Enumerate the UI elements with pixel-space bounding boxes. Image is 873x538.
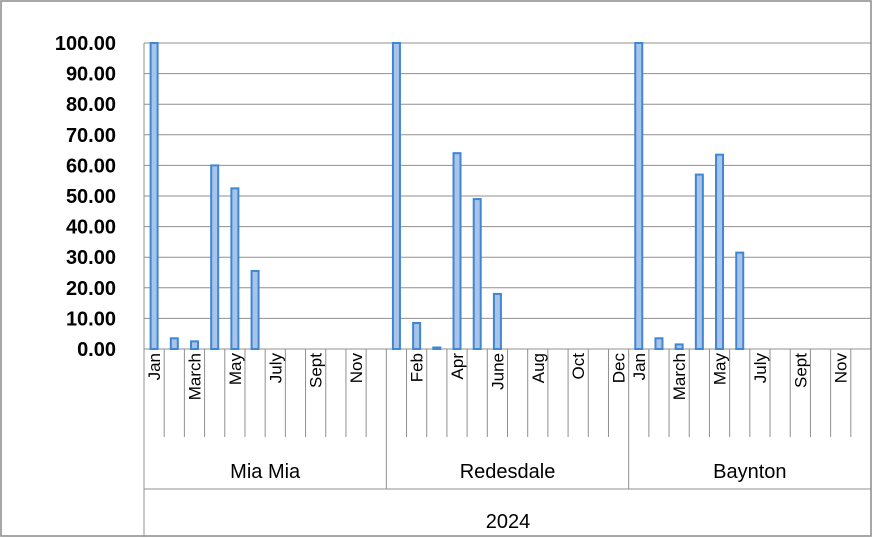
- bar-baynton-4: [715, 153, 725, 350]
- month-label: Jan: [145, 353, 164, 380]
- y-tick-label: 80.00: [66, 94, 116, 116]
- bar-baynton-2: [674, 343, 684, 351]
- y-tick-label: 70.00: [66, 125, 116, 147]
- bar-mia-mia-2: [189, 340, 199, 351]
- bar-baynton-3: [694, 173, 704, 350]
- y-tick-label: 90.00: [66, 64, 116, 86]
- group-label: Mia Mia: [230, 461, 301, 483]
- month-label: June: [488, 353, 507, 390]
- bar-redesdale-2: [432, 346, 442, 351]
- bar-mia-mia-0: [149, 42, 159, 350]
- group-label: Redesdale: [460, 461, 556, 483]
- bar-redesdale-0: [391, 42, 401, 350]
- bar-mia-mia-3: [210, 164, 220, 350]
- month-label: May: [711, 353, 730, 386]
- y-axis-tick-labels: 0.00 10.00 20.00 30.00 40.00 50.00 60.00 70.00 8…: [55, 33, 116, 361]
- group-labels: Mia Mia Redesdale Baynton: [230, 461, 786, 483]
- month-label: Sept: [791, 353, 810, 388]
- y-tick-label: 50.00: [66, 186, 116, 208]
- bar-redesdale-5: [492, 292, 502, 351]
- bar-redesdale-3: [452, 152, 462, 350]
- bar-mia-mia-1: [169, 337, 179, 351]
- bar-mia-mia-4: [230, 187, 240, 350]
- month-label: July: [751, 353, 770, 384]
- bar-redesdale-1: [412, 321, 422, 350]
- bar-baynton-5: [735, 251, 745, 350]
- bar-redesdale-4: [472, 198, 482, 350]
- month-label: Nov: [347, 353, 366, 384]
- bar-baynton-1: [654, 337, 664, 351]
- y-tick-label: 10.00: [66, 308, 116, 330]
- year-label: 2024: [486, 511, 531, 533]
- y-tick-label: 60.00: [66, 155, 116, 177]
- bar-baynton-0: [634, 42, 644, 350]
- month-label: Jan: [630, 353, 649, 380]
- month-label: Aug: [529, 353, 548, 383]
- month-label: May: [226, 353, 245, 386]
- month-label: Apr: [448, 353, 467, 380]
- month-label: Oct: [569, 353, 588, 380]
- month-label: Sept: [307, 353, 326, 388]
- y-tick-label: 40.00: [66, 217, 116, 239]
- month-label: Nov: [832, 353, 851, 384]
- month-label: March: [670, 353, 689, 400]
- month-label: Dec: [610, 353, 629, 384]
- y-tick-label: 20.00: [66, 278, 116, 300]
- y-tick-label: 100.00: [55, 33, 116, 55]
- month-label: July: [266, 353, 285, 384]
- y-tick-label: 0.00: [77, 339, 116, 361]
- y-tick-label: 30.00: [66, 247, 116, 269]
- bars: [149, 42, 745, 351]
- bar-mia-mia-5: [250, 269, 260, 350]
- group-label: Baynton: [713, 461, 786, 483]
- month-label: Feb: [408, 353, 427, 382]
- category-separators: [143, 43, 871, 537]
- month-labels: Jan March May July Sept Nov Feb Apr June Aug Oct De…: [145, 353, 851, 401]
- month-label: March: [185, 353, 204, 400]
